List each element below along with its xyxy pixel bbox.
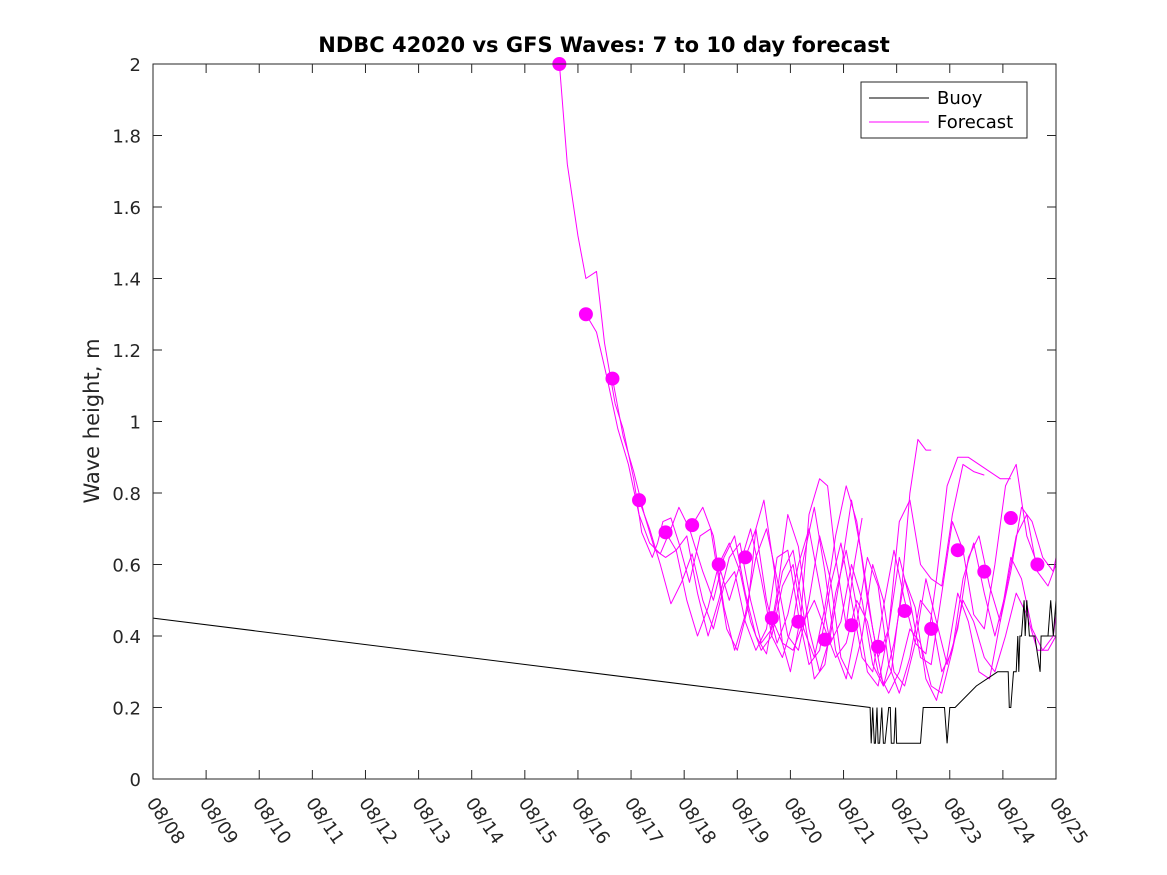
x-tick-label: 08/13 (407, 794, 454, 849)
x-tick-label: 08/22 (886, 794, 933, 849)
axis-ticks (152, 63, 1057, 780)
y-tick-labels: 0 0.2 0.4 0.6 0.8 1 1.2 1.4 1.6 1.8 2 (112, 55, 141, 791)
x-tick-label: 08/15 (514, 794, 561, 849)
y-tick-label: 1.4 (112, 270, 141, 291)
x-tick-label: 08/12 (354, 794, 401, 849)
legend-forecast-label: Forecast (937, 112, 1013, 133)
x-tick-label: 08/24 (992, 794, 1039, 849)
legend: Buoy Forecast (860, 81, 1028, 139)
forecast-marker (632, 493, 647, 508)
x-tick-label: 08/19 (726, 794, 773, 849)
y-tick-label: 0.2 (112, 699, 141, 720)
y-tick-label: 0.6 (112, 556, 141, 577)
x-tick-label: 08/08 (142, 794, 189, 849)
x-tick-label: 08/10 (248, 794, 295, 849)
y-tick-label: 0.8 (112, 484, 141, 505)
forecast-marker (844, 618, 859, 633)
y-tick-label: 1.6 (112, 198, 141, 219)
forecast-run-line (665, 463, 1038, 687)
y-tick-label: 1 (130, 413, 141, 434)
forecast-run-line (771, 592, 1057, 694)
x-tick-label: 08/11 (301, 794, 348, 849)
forecast-marker (1003, 511, 1018, 526)
forecast-marker (791, 614, 806, 629)
forecast-marker (977, 564, 992, 579)
x-tick-label: 08/17 (620, 794, 667, 849)
forecast-marker (1030, 557, 1045, 572)
legend-buoy-label: Buoy (937, 88, 983, 109)
x-tick-label: 08/23 (939, 794, 986, 849)
forecast-run-line (638, 456, 1011, 673)
forecast-run-line (585, 314, 932, 687)
forecast-marker (685, 518, 700, 533)
x-tick-label: 08/25 (1045, 794, 1092, 849)
forecast-marker (871, 639, 886, 654)
y-axis-label: Wave height, m (80, 338, 104, 503)
y-tick-label: 1.8 (112, 127, 141, 148)
x-tick-label: 08/21 (832, 794, 879, 849)
forecast-marker (950, 543, 965, 558)
x-tick-label: 08/16 (567, 794, 614, 849)
x-tick-labels: 08/08 08/09 08/10 08/11 08/12 08/13 08/14 08/15… (142, 794, 1092, 849)
x-tick-label: 08/18 (673, 794, 720, 849)
y-tick-label: 0 (130, 770, 141, 791)
x-tick-label: 08/20 (779, 794, 826, 849)
y-tick-label: 1.2 (112, 341, 141, 362)
plot-area-frame (152, 63, 1057, 780)
forecast-marker (764, 611, 779, 626)
x-tick-label: 08/09 (195, 794, 242, 849)
y-tick-label: 2 (130, 55, 141, 76)
forecast-run-line (612, 378, 985, 658)
forecast-series (558, 63, 1057, 701)
forecast-markers (552, 57, 1045, 654)
legend-box (860, 81, 1028, 139)
forecast-marker (817, 632, 832, 647)
buoy-line (152, 600, 1057, 744)
y-tick-label: 0.4 (112, 627, 141, 648)
forecast-marker (924, 621, 939, 636)
forecast-marker (578, 307, 593, 322)
x-tick-label: 08/14 (461, 794, 508, 849)
forecast-marker (711, 557, 726, 572)
forecast-run-line (744, 528, 1057, 701)
forecast-marker (605, 371, 620, 386)
forecast-marker (658, 525, 673, 540)
chart-title: NDBC 42020 vs GFS Waves: 7 to 10 day for… (318, 33, 889, 57)
forecast-marker (897, 603, 912, 618)
buoy-series (152, 600, 1057, 744)
forecast-marker (738, 550, 753, 565)
